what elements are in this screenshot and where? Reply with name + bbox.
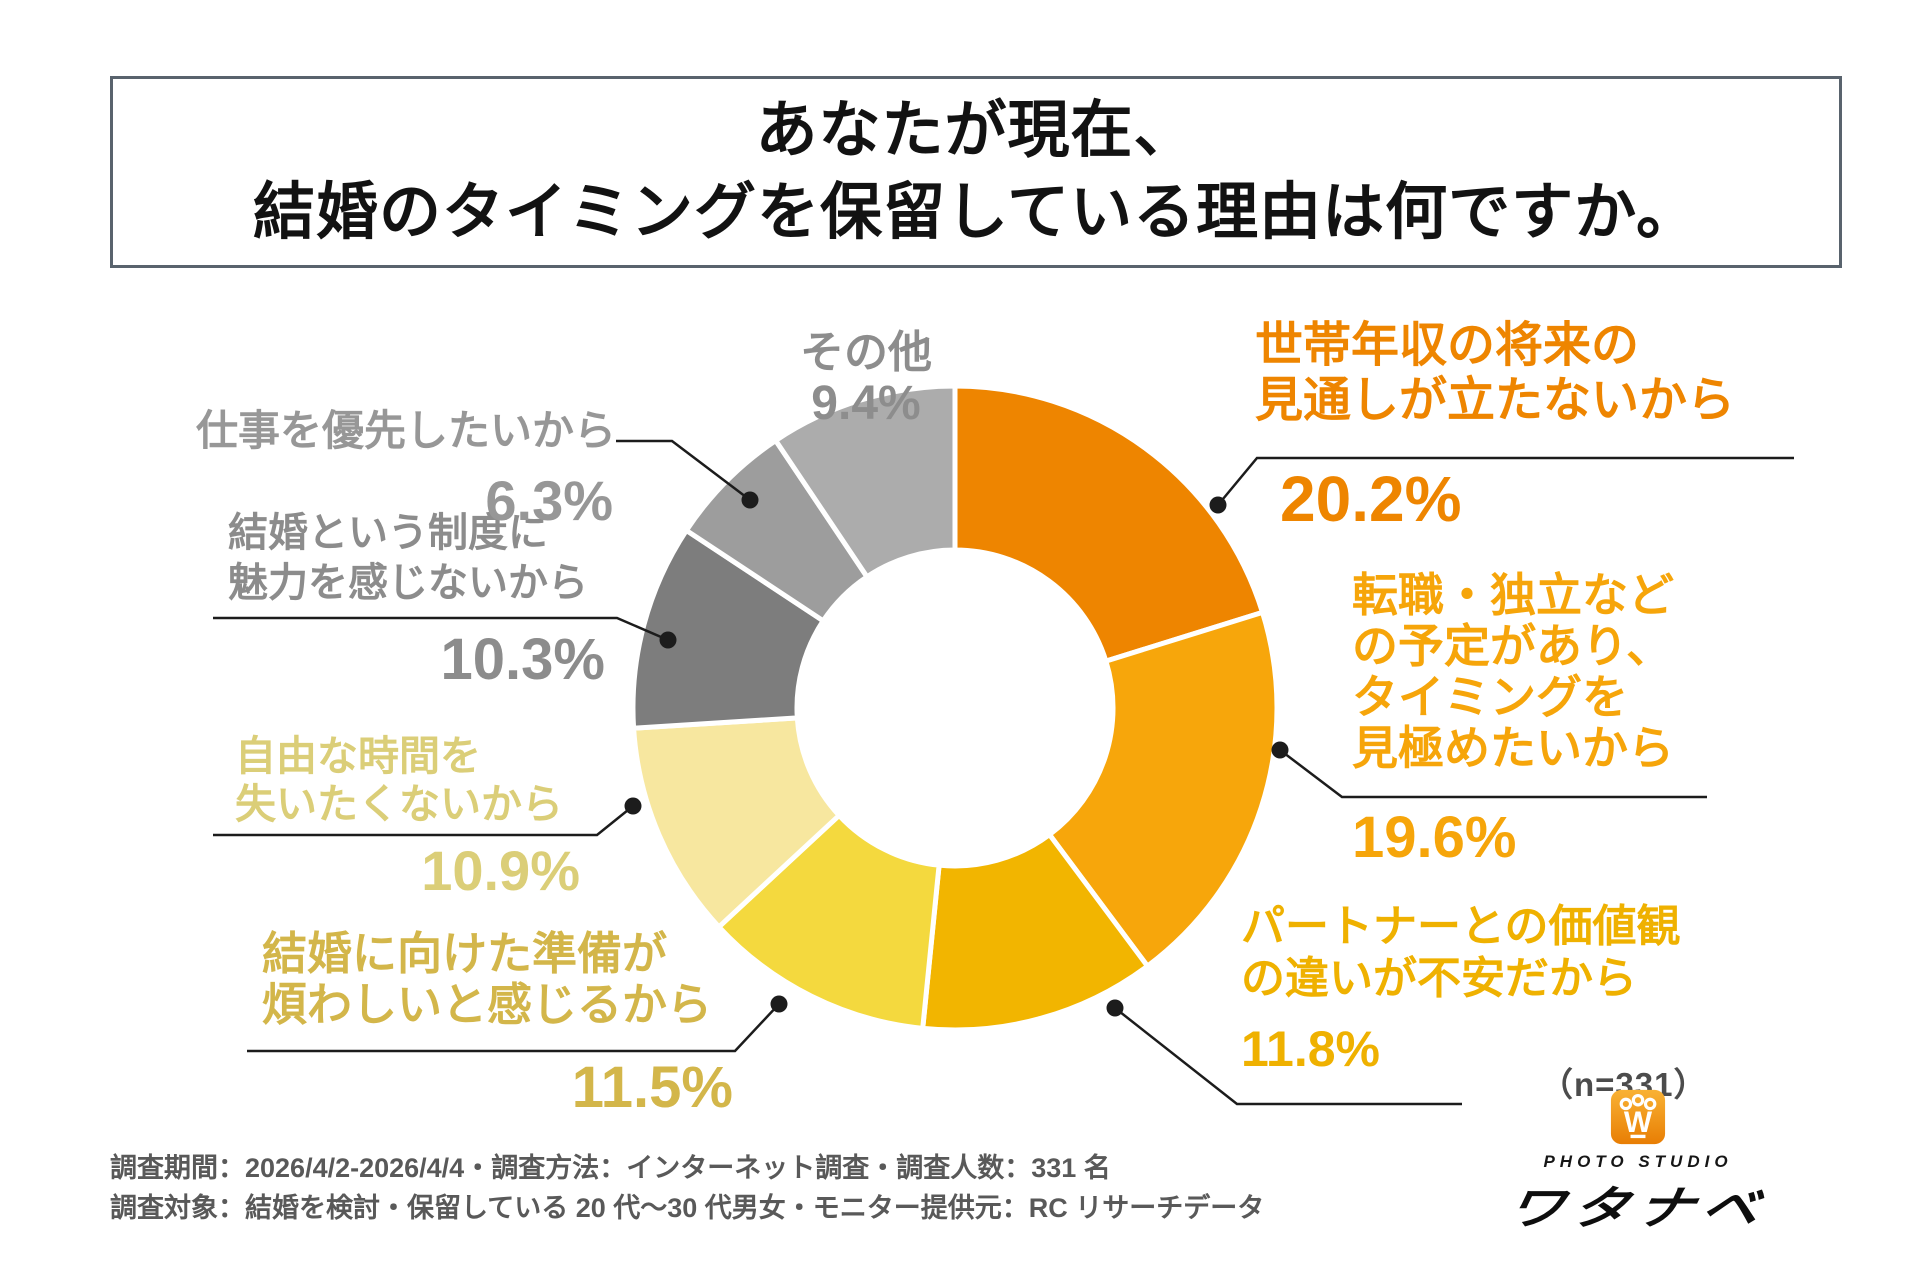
label-line: パートナーとの価値観 — [1241, 902, 1681, 951]
donut-slice-7 — [772, 383, 958, 581]
leader-line-0 — [1217, 456, 1794, 506]
segment-label-preparation-hassle: 結婚に向けた準備が 煩わしいと感じるから — [262, 928, 712, 1030]
crown-w-icon: W — [1610, 1089, 1666, 1145]
segment-value-marriage-institution: 10.3% — [440, 627, 605, 692]
segment-value-job-change: 19.6% — [1352, 805, 1517, 870]
segment-label-other: その他 9.4% — [758, 328, 974, 430]
label-line: 煩わしいと感じるから — [262, 979, 713, 1030]
label-line: 失いたくないから — [235, 781, 563, 827]
segment-value-other: 9.4% — [811, 377, 921, 430]
label-line: の予定があり、 — [1352, 620, 1673, 672]
leader-line-5 — [213, 616, 669, 642]
survey-footnote-line-2: 調査対象：結婚を検討・保留している 20 代～30 代男女・モニター提供元：RC… — [110, 1193, 1265, 1223]
leader-dot-5 — [659, 631, 677, 649]
segment-label-free-time: 自由な時間を 失いたくないから — [235, 732, 563, 828]
segment-label-prioritize-work: 仕事を優先したいから — [196, 406, 616, 456]
leader-line-3 — [247, 1003, 780, 1053]
svg-text:W: W — [1624, 1106, 1653, 1139]
donut-slice-3 — [715, 811, 942, 1032]
segment-value-household-income: 20.2% — [1280, 463, 1462, 535]
leader-dot-4 — [624, 797, 642, 815]
page-title-line-1: あなたが現在、 — [755, 96, 1197, 165]
segment-label-partner-values: パートナーとの価値観 の違いが不安だから — [1241, 901, 1681, 1005]
label-line: 自由な時間を — [235, 733, 481, 779]
label-line: その他 — [800, 328, 932, 377]
segment-label-job-change: 転職・独立など の予定があり、 タイミングを 見極めたいから — [1352, 570, 1674, 774]
leader-dot-6 — [741, 491, 759, 509]
leader-dot-1 — [1271, 741, 1289, 759]
label-line: 見通しが立たないから — [1255, 374, 1736, 427]
logo-studio-text: PHOTO STUDIO — [1543, 1152, 1733, 1171]
title-box: あなたが現在、 結婚のタイミングを保留している理由は何ですか。 — [110, 76, 1842, 268]
label-line: 世帯年収の将来の — [1255, 319, 1640, 372]
survey-footnote-line-1: 調査期間：2026/4/2-2026/4/4・調査方法：インターネット調査・調査… — [110, 1153, 1111, 1183]
label-line: タイミングを — [1352, 671, 1628, 723]
label-line: 結婚という制度に — [228, 511, 548, 555]
label-line: 魅力を感じないから — [228, 561, 588, 605]
segment-value-prioritize-work: 6.3% — [485, 469, 613, 532]
leader-line-1 — [1279, 749, 1707, 799]
donut-slice-1 — [1046, 609, 1280, 970]
leader-line-4 — [213, 805, 634, 837]
leader-dot-0 — [1209, 496, 1227, 514]
label-line: 見極めたいから — [1352, 722, 1674, 774]
label-line: 転職・独立など — [1352, 569, 1674, 621]
segment-value-free-time: 10.9% — [421, 839, 580, 902]
label-line: の違いが不安だから — [1241, 954, 1637, 1003]
segment-value-preparation-hassle: 11.5% — [571, 1055, 733, 1120]
survey-footnote: 調査期間：2026/4/2-2026/4/4・調査方法：インターネット調査・調査… — [110, 1148, 1264, 1228]
segment-label-household-income: 世帯年収の将来の 見通しが立たないから — [1255, 318, 1735, 428]
page-title-line-2: 結婚のタイミングを保留している理由は何ですか。 — [253, 178, 1699, 247]
logo-name-text: ワタナベ — [1503, 1182, 1772, 1234]
photo-studio-watanabe-logo: W PHOTO STUDIO ワタナベ — [1478, 1088, 1798, 1238]
label-line: 仕事を優先したいから — [196, 407, 617, 454]
leader-line-2 — [1114, 1007, 1462, 1106]
donut-slice-0 — [952, 383, 1266, 665]
leader-dot-3 — [770, 995, 788, 1013]
leader-dot-2 — [1106, 999, 1124, 1017]
label-line: 結婚に向けた準備が — [262, 928, 668, 979]
segment-value-partner-values: 11.8% — [1241, 1021, 1381, 1077]
leader-line-6 — [616, 439, 751, 501]
segment-label-marriage-institution: 結婚という制度に 魅力を感じないから — [228, 508, 588, 608]
